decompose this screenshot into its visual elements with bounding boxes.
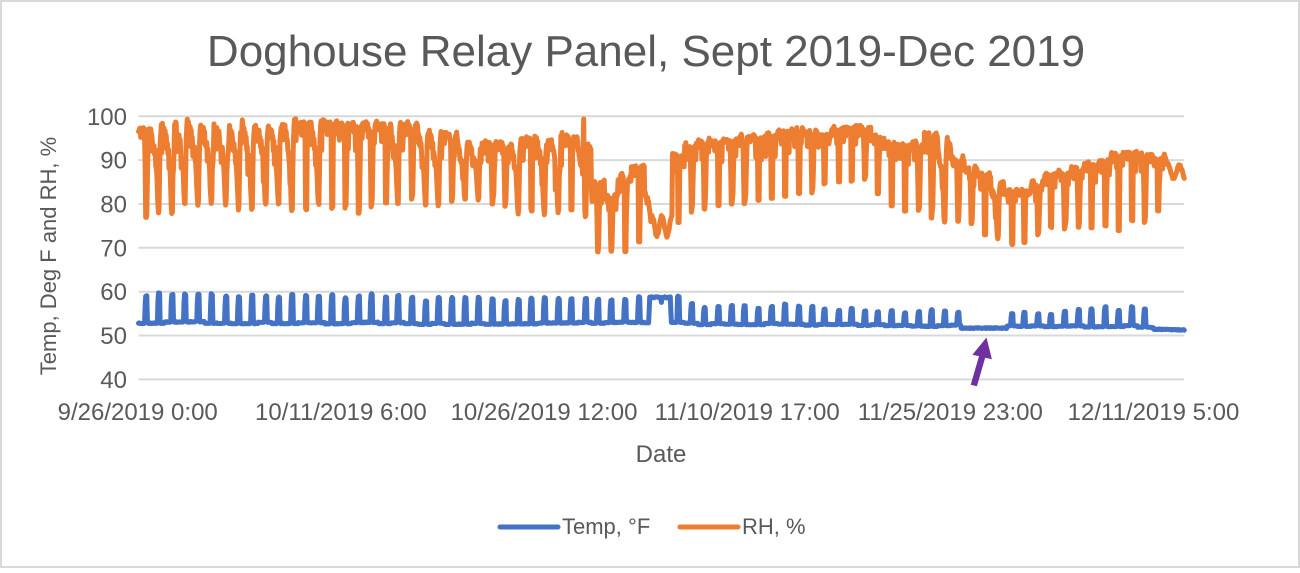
svg-text:RH, %: RH, %: [742, 514, 806, 539]
svg-text:60: 60: [100, 279, 127, 306]
svg-text:Temp, °F: Temp, °F: [562, 514, 650, 539]
svg-text:50: 50: [100, 323, 127, 350]
svg-text:11/25/2019 23:00: 11/25/2019 23:00: [858, 399, 1043, 426]
svg-text:100: 100: [87, 104, 127, 131]
svg-text:Temp, Deg F and RH, %: Temp, Deg F and RH, %: [36, 137, 61, 375]
svg-text:70: 70: [100, 235, 127, 262]
svg-text:10/11/2019 6:00: 10/11/2019 6:00: [255, 399, 427, 426]
svg-text:9/26/2019 0:00: 9/26/2019 0:00: [58, 399, 218, 426]
svg-text:11/10/2019 17:00: 11/10/2019 17:00: [655, 399, 840, 426]
svg-text:10/26/2019 12:00: 10/26/2019 12:00: [451, 399, 638, 426]
svg-text:Date: Date: [636, 441, 687, 468]
svg-text:80: 80: [100, 192, 127, 219]
svg-text:Doghouse Relay Panel, Sept 201: Doghouse Relay Panel, Sept 2019-Dec 2019: [207, 27, 1085, 76]
svg-text:40: 40: [100, 367, 127, 394]
svg-text:90: 90: [100, 148, 127, 175]
svg-text:12/11/2019 5:00: 12/11/2019 5:00: [1068, 399, 1240, 426]
